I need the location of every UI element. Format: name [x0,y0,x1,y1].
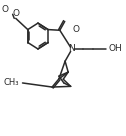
Text: N: N [69,44,75,53]
Text: CH₃: CH₃ [4,78,19,87]
Text: O: O [12,9,19,18]
Text: O: O [72,25,79,34]
Text: OH: OH [109,44,123,53]
Text: O: O [2,5,9,14]
